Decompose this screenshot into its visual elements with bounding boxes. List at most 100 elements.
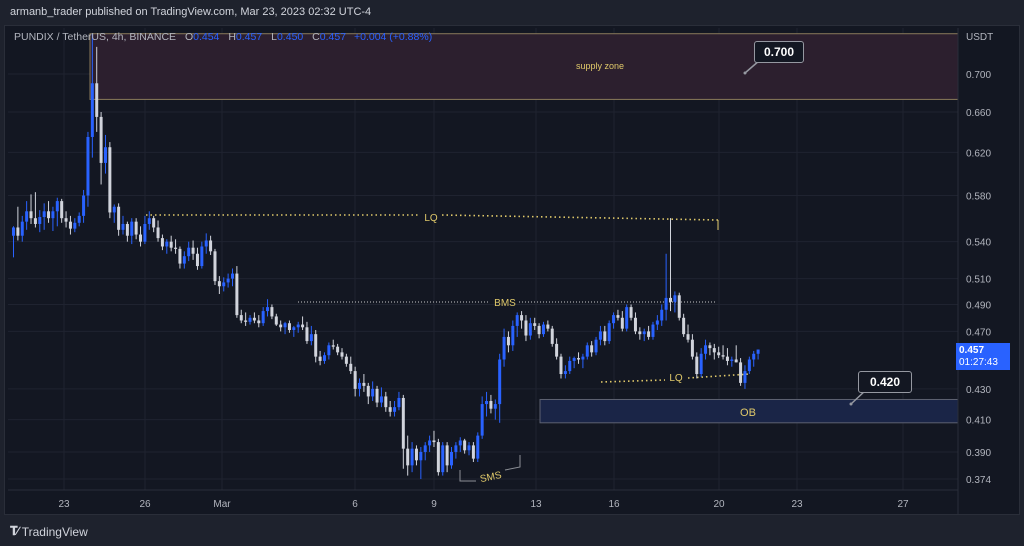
symbol-name[interactable]: PUNDIX / TetherUS, 4h, BINANCE <box>14 31 177 43</box>
candle-body-down[interactable] <box>344 356 348 364</box>
candle-body-up[interactable] <box>572 358 576 361</box>
candle-body-down[interactable] <box>616 315 620 318</box>
candle-body-up[interactable] <box>112 206 116 213</box>
candle-body-up[interactable] <box>594 339 598 353</box>
candle-body-up[interactable] <box>393 407 397 412</box>
candle-body-up[interactable] <box>660 309 664 321</box>
candle-body-down[interactable] <box>695 356 699 375</box>
candle-body-down[interactable] <box>739 362 743 383</box>
candle-body-down[interactable] <box>239 315 243 321</box>
candle-body-down[interactable] <box>244 320 248 322</box>
candle-body-up[interactable] <box>25 211 29 222</box>
candle-body-down[interactable] <box>686 334 690 340</box>
candle-body-down[interactable] <box>445 445 449 466</box>
candle-body-down[interactable] <box>235 273 239 316</box>
candle-body-up[interactable] <box>607 323 611 342</box>
candle-body-down[interactable] <box>68 221 72 229</box>
price-callout-bottom[interactable]: 0.420 <box>858 371 912 393</box>
candle-body-up[interactable] <box>467 445 471 451</box>
candle-body-down[interactable] <box>712 348 716 353</box>
candle-body-up[interactable] <box>485 401 489 405</box>
candle-body-down[interactable] <box>156 227 160 239</box>
candle-body-up[interactable] <box>747 359 751 372</box>
candle-body-up[interactable] <box>283 323 287 328</box>
candle-body-up[interactable] <box>397 397 401 408</box>
candle-body-up[interactable] <box>165 241 169 247</box>
candle-body-up[interactable] <box>625 307 629 329</box>
candle-body-down[interactable] <box>301 324 305 328</box>
candle-body-down[interactable] <box>213 251 217 282</box>
candle-body-down[interactable] <box>533 323 537 326</box>
candle-body-down[interactable] <box>577 358 581 360</box>
candle-body-up[interactable] <box>664 297 668 310</box>
candle-body-down[interactable] <box>471 445 475 459</box>
candle-body-up[interactable] <box>55 201 59 212</box>
candle-body-down[interactable] <box>33 218 37 224</box>
candle-body-up[interactable] <box>541 324 545 335</box>
candle-body-up[interactable] <box>441 445 445 473</box>
candle-body-up[interactable] <box>743 371 747 383</box>
candle-body-down[interactable] <box>708 345 712 349</box>
candle-body-up[interactable] <box>428 440 432 446</box>
candle-body-down[interactable] <box>734 359 738 363</box>
candle-body-down[interactable] <box>690 339 694 357</box>
candle-body-down[interactable] <box>287 323 291 331</box>
candle-body-up[interactable] <box>515 315 519 326</box>
candle-body-up[interactable] <box>77 215 81 223</box>
candle-body-down[interactable] <box>406 448 410 466</box>
candle-body-down[interactable] <box>682 317 686 335</box>
candle-body-down[interactable] <box>178 248 182 264</box>
candle-body-down[interactable] <box>546 324 550 329</box>
candle-body-up[interactable] <box>73 222 77 229</box>
candle-body-down[interactable] <box>134 221 138 235</box>
candle-body-up[interactable] <box>222 282 226 287</box>
candle-body-up[interactable] <box>511 325 515 346</box>
candle-body-up[interactable] <box>642 331 646 335</box>
candle-body-up[interactable] <box>204 240 208 247</box>
candle-body-up[interactable] <box>42 211 46 218</box>
candle-body-down[interactable] <box>506 336 510 346</box>
price-callout-top[interactable]: 0.700 <box>754 41 804 63</box>
candle-body-down[interactable] <box>401 397 405 449</box>
candle-body-up[interactable] <box>182 256 186 264</box>
candle-body-down[interactable] <box>620 317 624 329</box>
supply-zone-box[interactable] <box>89 33 959 100</box>
candle-body-down[interactable] <box>349 363 353 372</box>
candle-body-up[interactable] <box>200 246 204 267</box>
candle-body-up[interactable] <box>498 359 502 405</box>
candle-body-down[interactable] <box>191 247 195 254</box>
candle-body-down[interactable] <box>524 320 528 336</box>
candle-body-up[interactable] <box>502 336 506 360</box>
candle-body-up[interactable] <box>20 221 24 236</box>
candle-body-up[interactable] <box>309 334 313 342</box>
candle-body-down[interactable] <box>633 317 637 332</box>
candle-body-down[interactable] <box>647 331 651 337</box>
candle-body-up[interactable] <box>371 388 375 397</box>
candle-body-down[interactable] <box>169 241 173 248</box>
candle-body-down[interactable] <box>209 240 213 252</box>
candle-body-up[interactable] <box>90 83 94 137</box>
candle-body-up[interactable] <box>419 451 423 461</box>
candle-body-up[interactable] <box>51 211 55 219</box>
candle-body-down[interactable] <box>436 442 440 473</box>
candle-body-down[interactable] <box>47 211 51 219</box>
candle-body-down[interactable] <box>95 83 99 117</box>
sms-line-right[interactable] <box>504 455 521 471</box>
candle-body-up[interactable] <box>612 315 616 324</box>
candle-body-down[interactable] <box>305 327 309 342</box>
candle-body-up[interactable] <box>423 445 427 452</box>
candle-body-up[interactable] <box>82 195 86 216</box>
candle-body-down[interactable] <box>669 297 672 302</box>
candle-body-down[interactable] <box>160 238 164 247</box>
candle-body-down[interactable] <box>414 448 418 461</box>
candle-body-up[interactable] <box>480 404 484 436</box>
candle-body-up[interactable] <box>699 353 703 375</box>
candle-body-down[interactable] <box>270 307 274 317</box>
candle-body-up[interactable] <box>410 448 414 466</box>
candle-body-up[interactable] <box>12 227 15 236</box>
candle-body-up[interactable] <box>450 451 453 466</box>
candle-body-down[interactable] <box>638 331 642 335</box>
candle-body-down[interactable] <box>274 316 278 325</box>
candle-body-up[interactable] <box>130 221 134 236</box>
